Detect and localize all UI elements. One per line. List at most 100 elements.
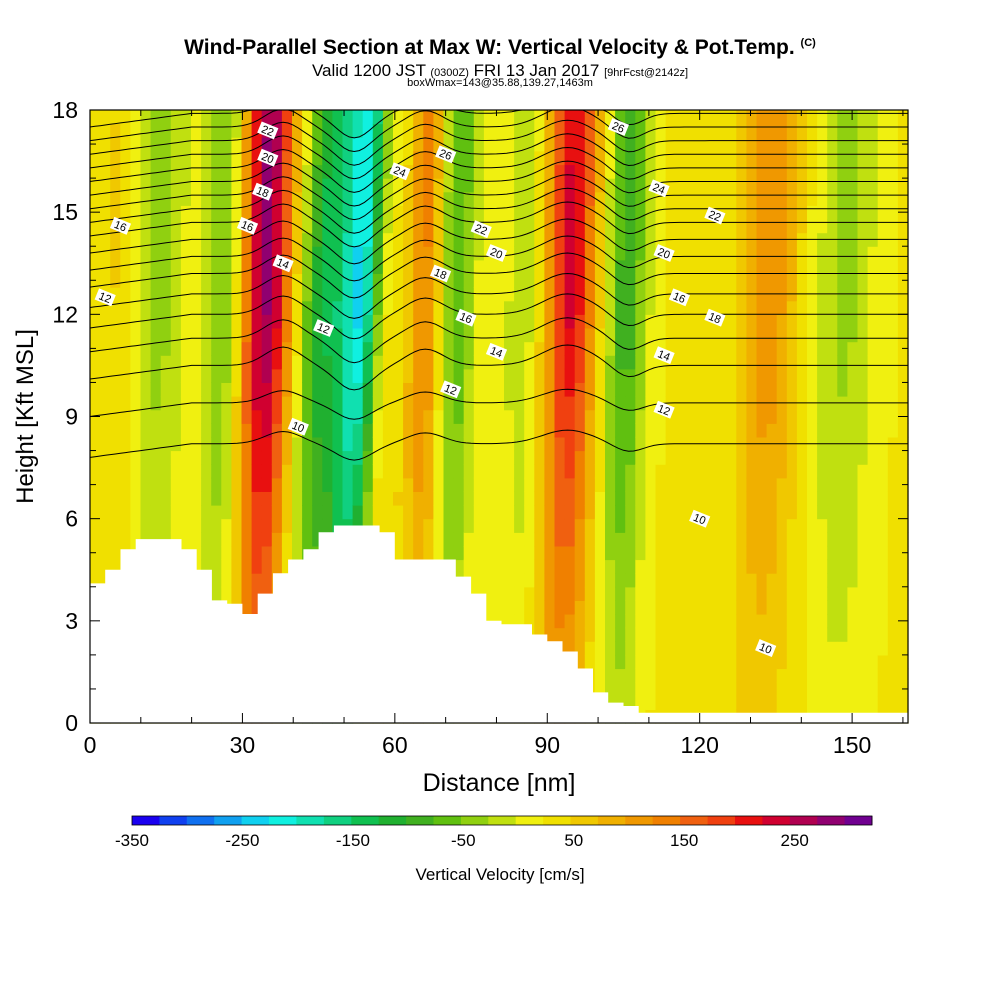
- w-cell: [564, 273, 576, 288]
- w-cell: [413, 246, 424, 261]
- w-cell: [211, 464, 222, 479]
- w-cell: [877, 178, 889, 193]
- x-tick-label: 30: [230, 732, 256, 758]
- w-cell: [837, 382, 848, 397]
- w-cell: [382, 246, 394, 261]
- w-cell: [726, 477, 737, 492]
- w-cell: [241, 314, 253, 329]
- w-cell: [423, 409, 434, 424]
- w-cell: [130, 110, 142, 125]
- w-cell: [665, 273, 677, 288]
- w-cell: [574, 246, 586, 261]
- w-cell: [150, 409, 162, 424]
- w-cell: [150, 382, 162, 397]
- w-cell: [201, 341, 212, 356]
- w-cell: [352, 123, 364, 138]
- w-cell: [594, 668, 606, 683]
- w-cell: [241, 328, 253, 343]
- w-cell: [221, 314, 232, 329]
- w-cell: [766, 259, 778, 274]
- w-cell: [887, 518, 899, 533]
- w-cell: [524, 409, 535, 424]
- w-cell: [675, 532, 687, 547]
- w-cell: [231, 219, 243, 234]
- theta-contour-15: [89, 272, 908, 319]
- w-cell: [716, 300, 727, 315]
- w-cell: [726, 695, 737, 710]
- w-cell: [292, 110, 303, 125]
- w-cell: [635, 232, 646, 247]
- w-cell: [170, 464, 182, 479]
- w-cell: [191, 178, 202, 193]
- w-cell: [281, 368, 293, 383]
- w-cell: [504, 396, 515, 411]
- w-cell: [544, 314, 556, 329]
- w-cell: [180, 328, 192, 343]
- w-cell: [120, 436, 131, 452]
- w-cell: [150, 368, 162, 383]
- w-cell: [706, 695, 717, 710]
- w-cell: [443, 164, 455, 179]
- w-cell: [342, 328, 354, 343]
- w-cell: [766, 246, 778, 261]
- w-cell: [877, 491, 889, 506]
- w-cell: [746, 191, 758, 206]
- w-cell: [736, 682, 747, 697]
- w-cell: [281, 273, 293, 288]
- w-cell: [887, 123, 899, 138]
- w-cell: [796, 150, 808, 166]
- w-cell: [281, 341, 293, 356]
- w-cell: [483, 518, 495, 533]
- w-cell: [766, 341, 778, 356]
- w-cell: [544, 600, 556, 615]
- w-cell: [827, 328, 838, 343]
- w-cell: [807, 328, 818, 343]
- colorbar-swatch: [488, 816, 517, 825]
- w-cell: [120, 164, 131, 179]
- w-cell: [433, 341, 445, 356]
- w-cell: [796, 627, 808, 642]
- w-cell: [403, 423, 414, 438]
- w-cell: [140, 219, 152, 234]
- w-cell: [665, 491, 677, 506]
- w-cell: [786, 273, 798, 288]
- w-cell: [605, 178, 616, 193]
- w-cell: [615, 396, 626, 411]
- w-cell: [281, 518, 293, 533]
- w-cell: [807, 573, 818, 588]
- w-cell: [807, 545, 818, 561]
- w-cell: [504, 559, 515, 574]
- w-cell: [393, 259, 404, 274]
- w-cell: [140, 232, 152, 247]
- w-cell: [211, 328, 222, 343]
- w-cell: [483, 328, 495, 343]
- w-cell: [292, 450, 303, 465]
- w-cell: [726, 328, 737, 343]
- w-cell: [695, 641, 707, 656]
- w-cell: [776, 545, 788, 561]
- w-cell: [483, 259, 495, 274]
- w-cell: [605, 219, 616, 234]
- w-cell: [514, 545, 525, 561]
- w-cell: [483, 450, 495, 465]
- w-cell: [887, 423, 899, 438]
- w-cell: [594, 246, 606, 261]
- w-cell: [706, 423, 717, 438]
- w-cell: [90, 219, 101, 234]
- w-cell: [776, 695, 788, 710]
- w-cell: [473, 341, 485, 356]
- w-cell: [685, 614, 697, 629]
- w-cell: [221, 477, 232, 492]
- w-cell: [241, 532, 253, 547]
- w-cell: [706, 641, 717, 656]
- w-cell: [685, 532, 697, 547]
- w-cell: [463, 137, 475, 152]
- w-cell: [382, 164, 394, 179]
- w-cell: [514, 259, 525, 274]
- w-cell: [140, 368, 152, 383]
- w-cell: [594, 355, 606, 370]
- w-cell: [716, 123, 727, 138]
- w-cell: [746, 477, 758, 492]
- w-cell: [312, 219, 323, 234]
- w-cell: [483, 232, 495, 247]
